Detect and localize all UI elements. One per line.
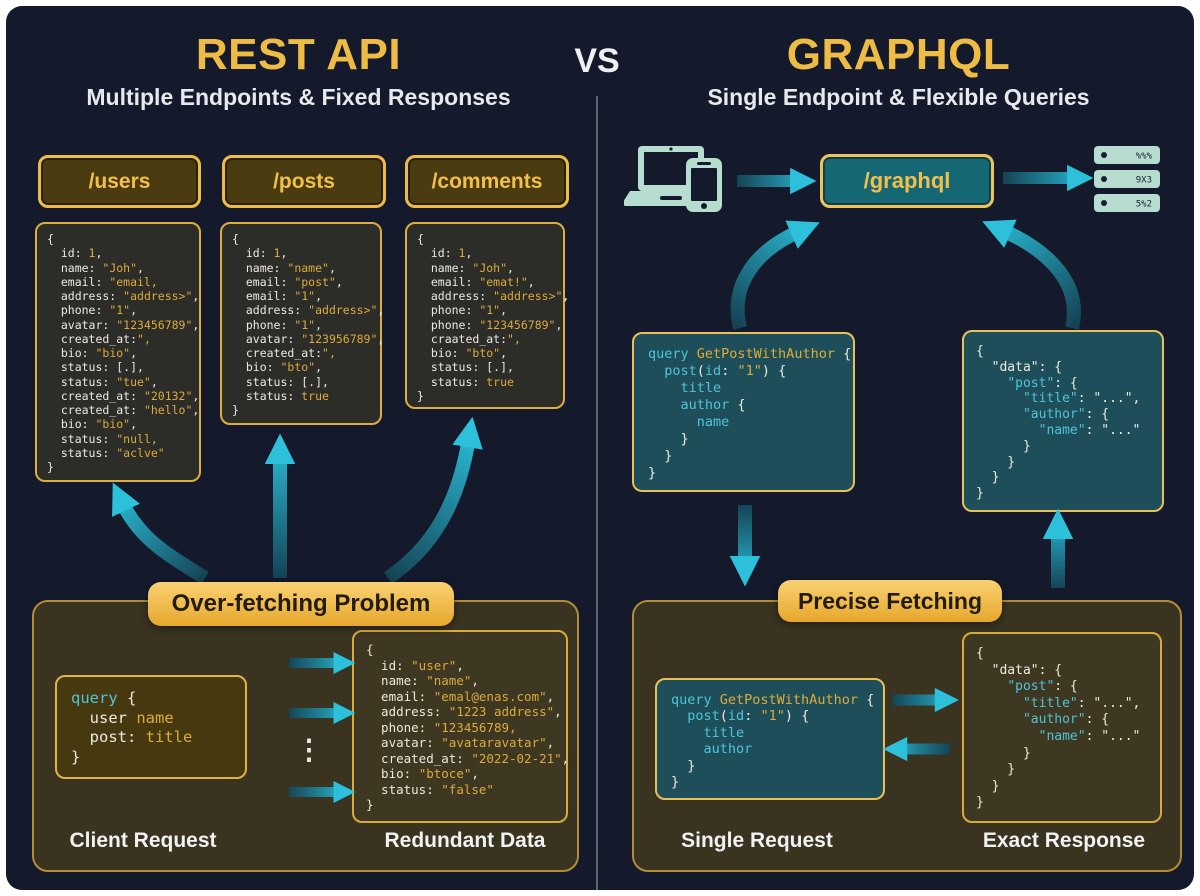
- comments-response-code: { id: 1, name: "Joh", email: "emat!", ad…: [405, 222, 569, 409]
- users-response-code: { id: 1, name: "Joh", email: "email, add…: [35, 222, 201, 482]
- graphql-response-code: { "data": { "post": { "title": "...", "a…: [962, 330, 1164, 512]
- posts-response-code: { id: 1, name: "name", email: "post", em…: [220, 222, 384, 425]
- client-devices-icon: [624, 146, 722, 212]
- rest-subtitle: Multiple Endpoints & Fixed Responses: [86, 84, 511, 110]
- endpoint-posts-label: /posts: [273, 169, 335, 193]
- client-request-label: Client Request: [69, 829, 217, 852]
- center-divider: [596, 96, 598, 890]
- graphql-endpoint-label: /graphql: [863, 168, 951, 193]
- server-row-1: %%%: [1136, 152, 1153, 162]
- exact-response-code: { "data": { "post": { "title": "...", "a…: [962, 632, 1162, 823]
- graphql-title: GRAPHQL: [786, 30, 1011, 79]
- rest-title: REST API: [195, 30, 402, 79]
- more-requests-ellipsis: ⋮: [295, 734, 323, 765]
- endpoint-users-label: /users: [88, 169, 151, 193]
- graphql-query-code: query GetPostWithAuthor { post(id: "1") …: [632, 332, 855, 492]
- server-row-3: 5%2: [1136, 200, 1152, 210]
- single-request-label: Single Request: [681, 829, 833, 852]
- endpoint-users: /users: [38, 155, 201, 208]
- exact-response-label: Exact Response: [982, 829, 1146, 852]
- arrow-query-to-graphql: [730, 220, 820, 330]
- redundant-data-code: { id: "user", name: "name", email: "emal…: [352, 630, 569, 823]
- graphql-subtitle: Single Endpoint & Flexible Queries: [707, 84, 1090, 110]
- server-icon: %%% 9X3 5%2: [1094, 146, 1160, 212]
- overfetching-pill-label: Over-fetching Problem: [171, 590, 431, 617]
- endpoint-comments: /comments: [405, 155, 569, 208]
- arrow-to-comments-response: [384, 416, 483, 584]
- single-request-code: query GetPostWithAuthor { post(id: "1") …: [655, 678, 885, 800]
- precise-fetching-pill-label: Precise Fetching: [797, 587, 983, 614]
- overfetching-pill: Over-fetching Problem: [148, 582, 454, 626]
- arrow-response-to-graphql: [982, 219, 1081, 330]
- client-request-code: query { user name post: title}: [55, 675, 247, 779]
- server-row-2: 9X3: [1136, 176, 1152, 186]
- endpoint-posts: /posts: [222, 155, 386, 208]
- graphql-endpoint: /graphql: [820, 154, 994, 208]
- precise-fetching-pill: Precise Fetching: [778, 580, 1002, 622]
- endpoint-comments-label: /comments: [431, 169, 543, 193]
- arrow-to-users-response: [112, 482, 209, 584]
- vs-label: VS: [574, 42, 620, 80]
- infographic-canvas: REST API Multiple Endpoints & Fixed Resp…: [6, 6, 1194, 890]
- redundant-data-label: Redundant Data: [384, 829, 546, 852]
